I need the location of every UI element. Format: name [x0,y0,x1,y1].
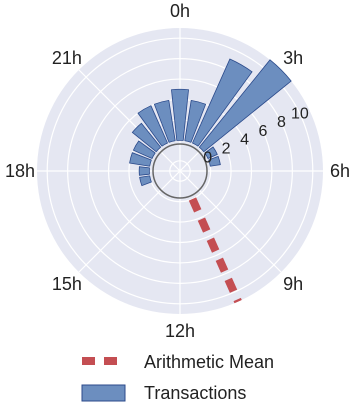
bar-hour-5 [208,155,221,167]
bar-hour-3 [198,59,292,153]
bar-hour-0 [171,88,189,141]
bar-hour-17 [139,175,152,187]
bar-hour-19 [129,152,152,167]
legend-transactions-label: Transactions [144,383,246,403]
hour-labels: 0h 3h 6h 9h 12h 15h 18h 21h [5,1,350,341]
hour-label-3h: 3h [283,48,303,68]
bar-hour-23 [153,99,176,143]
hour-label-18h: 18h [5,161,35,181]
bar-hour-2 [191,58,253,147]
hour-label-0h: 0h [170,1,190,21]
hour-label-9h: 9h [283,274,303,294]
bar-hour-18 [138,166,150,176]
radial-tick-2: 2 [222,141,231,158]
legend-mean-label: Arithmetic Mean [144,352,274,372]
hour-label-15h: 15h [52,274,82,294]
hour-label-12h: 12h [165,321,195,341]
transaction-bars [129,58,292,187]
grid-spoke [78,170,181,273]
radial-tick-8: 8 [277,114,286,131]
bar-hour-22 [137,105,169,147]
bar-hour-4 [204,146,218,160]
radial-tick-0: 0 [203,149,212,166]
radial-tick-6: 6 [259,123,268,140]
legend-transactions-swatch [81,384,126,402]
bar-hour-20 [132,140,156,160]
radial-tick-10: 10 [291,105,309,122]
grid-spoke [179,170,282,273]
hour-label-21h: 21h [52,48,82,68]
legend: Arithmetic Mean Transactions [81,352,274,403]
radial-tick-4: 4 [240,132,249,149]
bar-hour-1 [184,99,207,143]
inner-baseline-circle [152,143,208,199]
grid-spoke [78,69,181,172]
hour-label-6h: 6h [330,161,350,181]
bar-hour-21 [131,122,162,153]
